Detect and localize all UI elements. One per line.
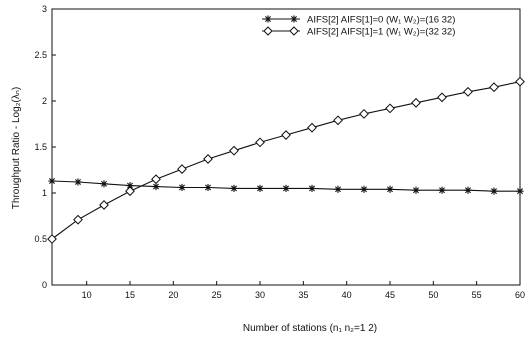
y-axis-label: Throughput Ratio - Log₂(λₙ) xyxy=(11,87,22,209)
x-tick-label: 15 xyxy=(125,290,135,300)
series-layer xyxy=(47,76,525,244)
asterisk-stroke xyxy=(361,186,367,193)
data-point-series-1 xyxy=(334,185,342,193)
legend-marker-series-2 xyxy=(263,26,273,36)
data-point-series-1 xyxy=(152,182,160,191)
x-tick-label: 30 xyxy=(255,290,265,300)
asterisk-stroke xyxy=(309,185,315,192)
data-point-series-1 xyxy=(386,185,394,193)
data-point-series-1 xyxy=(282,184,290,192)
x-tick-label: 60 xyxy=(515,290,525,300)
data-point-series-2 xyxy=(333,115,343,126)
asterisk-stroke xyxy=(283,185,289,192)
x-tick-label: 45 xyxy=(385,290,395,300)
asterisk-stroke xyxy=(387,186,393,193)
data-point-series-1 xyxy=(490,187,498,195)
data-point-series-1 xyxy=(412,186,420,194)
legend-marker-series-2 xyxy=(289,26,299,36)
series-2 xyxy=(47,76,525,244)
y-tick-label: 2.5 xyxy=(34,50,47,60)
x-tick-label: 55 xyxy=(472,290,482,300)
data-point-series-2 xyxy=(385,103,395,114)
x-axis-label: Number of stations (n₁ n₂=1 2) xyxy=(243,323,377,334)
data-point-series-2 xyxy=(515,76,525,87)
data-point-series-2 xyxy=(463,86,473,97)
y-tick-label: 0.5 xyxy=(34,234,47,244)
asterisk-stroke xyxy=(335,186,341,193)
asterisk-stroke xyxy=(491,188,497,195)
y-tick-label: 0 xyxy=(42,280,47,290)
data-point-series-2 xyxy=(203,154,213,164)
data-point-series-2 xyxy=(359,108,369,119)
legend-marker-series-1 xyxy=(264,15,272,23)
asterisk-stroke xyxy=(439,187,445,194)
asterisk-stroke xyxy=(49,178,55,185)
legend-marker-series-1 xyxy=(290,15,298,23)
data-point-series-2 xyxy=(47,234,57,244)
data-point-series-1 xyxy=(204,183,212,192)
asterisk-stroke xyxy=(465,187,471,194)
data-point-series-1 xyxy=(256,184,264,192)
data-point-series-1 xyxy=(516,187,524,195)
x-tick-label: 35 xyxy=(298,290,308,300)
asterisk-stroke xyxy=(179,184,185,191)
data-point-series-1 xyxy=(178,183,186,192)
y-tick-label: 1 xyxy=(42,188,47,198)
series-1 xyxy=(48,177,524,195)
x-tick-label: 10 xyxy=(82,290,92,300)
data-point-series-2 xyxy=(437,92,447,103)
data-point-series-2 xyxy=(229,145,239,156)
y-tick-label: 2 xyxy=(42,96,47,106)
asterisk-stroke xyxy=(205,184,211,191)
legend: AIFS[2] AIFS[1]=0 (W₁ W₂)=(16 32) AIFS[2… xyxy=(262,15,455,38)
x-tick-label: 20 xyxy=(168,290,178,300)
y-tick-label: 3 xyxy=(42,4,47,14)
data-point-series-1 xyxy=(464,186,472,194)
asterisk-stroke xyxy=(265,16,271,22)
tick-layer: 10 15 20 25 30 35 40 45 50 55 60 0 0.5 1 1.5 2 2.5 3 xyxy=(34,4,525,300)
asterisk-stroke xyxy=(75,178,81,185)
data-point-series-1 xyxy=(308,184,316,192)
asterisk-stroke xyxy=(257,185,263,192)
asterisk-stroke xyxy=(231,185,237,192)
data-point-series-1 xyxy=(438,186,446,194)
asterisk-stroke xyxy=(517,188,523,195)
legend-label-series-2: AIFS[2] AIFS[1]=1 (W₁ W₂)=(32 32) xyxy=(307,27,455,38)
x-tick-label: 50 xyxy=(428,290,438,300)
x-tick-label: 40 xyxy=(342,290,352,300)
plot-area-frame xyxy=(51,8,521,286)
data-point-series-1 xyxy=(230,184,238,192)
asterisk-stroke xyxy=(127,182,133,189)
x-tick-label: 25 xyxy=(212,290,222,300)
data-point-series-2 xyxy=(99,200,109,210)
data-point-series-2 xyxy=(307,122,317,133)
asterisk-stroke xyxy=(153,183,159,190)
data-point-series-2 xyxy=(151,174,161,185)
asterisk-stroke xyxy=(413,187,419,194)
data-point-series-2 xyxy=(281,130,291,140)
data-point-series-2 xyxy=(177,164,187,174)
series-line-2 xyxy=(51,81,521,240)
asterisk-stroke xyxy=(101,180,107,187)
asterisk-stroke xyxy=(291,16,297,22)
data-point-series-1 xyxy=(100,180,108,188)
data-point-series-2 xyxy=(125,186,135,197)
data-point-series-1 xyxy=(48,177,56,185)
data-point-series-2 xyxy=(73,214,83,225)
y-tick-label: 1.5 xyxy=(34,142,47,152)
data-point-series-1 xyxy=(74,178,82,186)
data-point-series-2 xyxy=(255,137,265,148)
data-point-series-2 xyxy=(489,82,499,93)
data-point-series-2 xyxy=(411,97,421,108)
legend-label-series-1: AIFS[2] AIFS[1]=0 (W₁ W₂)=(16 32) xyxy=(307,15,455,26)
data-point-series-1 xyxy=(360,185,368,193)
